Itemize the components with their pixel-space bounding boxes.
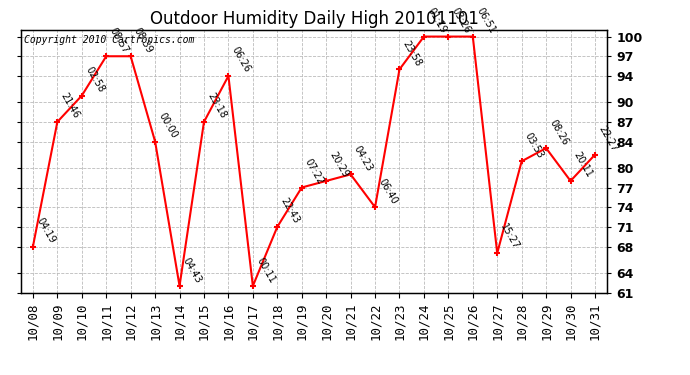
Text: 01:19: 01:19 <box>425 6 448 35</box>
Text: 23:18: 23:18 <box>206 92 228 120</box>
Text: 07:22: 07:22 <box>303 157 326 186</box>
Text: 00:00: 00:00 <box>157 111 179 140</box>
Text: 08:39: 08:39 <box>132 26 155 55</box>
Text: 04:19: 04:19 <box>34 216 57 245</box>
Text: 03:53: 03:53 <box>523 131 546 160</box>
Text: 04:23: 04:23 <box>352 144 375 173</box>
Text: 04:43: 04:43 <box>181 255 204 285</box>
Text: 06:26: 06:26 <box>230 45 253 75</box>
Text: Copyright 2010 Cartronics.com: Copyright 2010 Cartronics.com <box>23 35 194 45</box>
Text: 23:58: 23:58 <box>401 39 424 68</box>
Text: 20:29: 20:29 <box>328 150 351 180</box>
Title: Outdoor Humidity Daily High 20101101: Outdoor Humidity Daily High 20101101 <box>150 10 478 28</box>
Text: 15:27: 15:27 <box>499 222 522 252</box>
Text: 22:43: 22:43 <box>279 196 302 225</box>
Text: 06:51: 06:51 <box>474 6 497 35</box>
Text: 22:27: 22:27 <box>596 124 619 153</box>
Text: 20:11: 20:11 <box>572 150 595 180</box>
Text: 21:46: 21:46 <box>59 92 81 120</box>
Text: 03:26: 03:26 <box>450 6 473 35</box>
Text: 08:57: 08:57 <box>108 26 130 55</box>
Text: 00:11: 00:11 <box>254 255 277 285</box>
Text: 02:58: 02:58 <box>83 65 106 94</box>
Text: 08:26: 08:26 <box>547 118 570 147</box>
Text: 06:40: 06:40 <box>377 177 399 206</box>
